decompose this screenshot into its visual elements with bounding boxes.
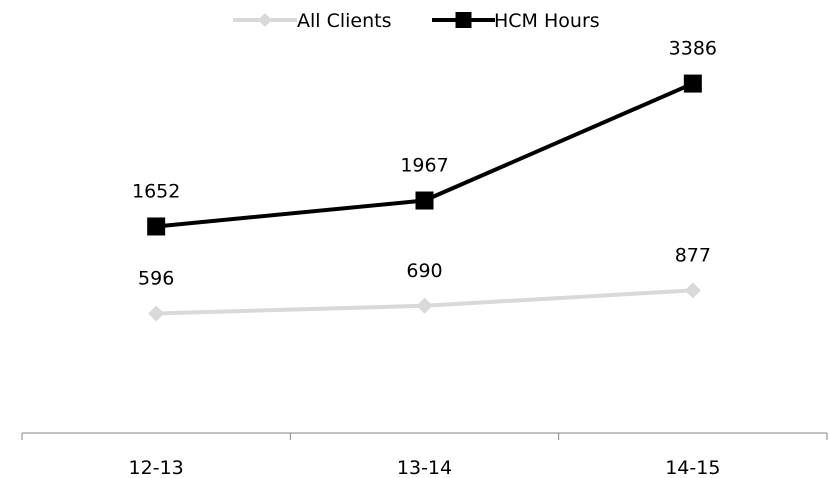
- all-clients-point: [416, 297, 433, 314]
- all-clients-data-label: 690: [406, 260, 442, 282]
- series-lines: [147, 74, 702, 322]
- legend-label: All Clients: [297, 10, 392, 32]
- legend-item-hcm-hours: HCM Hours: [432, 10, 600, 32]
- all-clients-point: [148, 305, 165, 322]
- hcm-hours-data-label: 3386: [669, 38, 717, 60]
- hcm-hours-data-label: 1967: [400, 155, 448, 177]
- legend-swatch-marker: [455, 12, 472, 28]
- hcm-hours-data-label: 1652: [132, 180, 180, 202]
- legend-label: HCM Hours: [494, 10, 600, 32]
- hcm-hours-point: [415, 191, 434, 210]
- x-tick-label: 12-13: [129, 457, 184, 478]
- all-clients-data-label: 596: [138, 268, 174, 290]
- legend-swatch-marker: [258, 13, 272, 27]
- hcm-hours-point: [147, 217, 166, 236]
- x-tick-label: 13-14: [397, 457, 452, 478]
- x-axis: 12-13 13-14 14-15: [21, 432, 828, 478]
- data-labels: 596 690 877 1652 1967 3386: [132, 38, 717, 290]
- all-clients-point: [684, 282, 701, 299]
- legend-item-all-clients: All Clients: [233, 10, 392, 32]
- x-tick-label: 14-15: [665, 457, 720, 478]
- hcm-hours-point: [683, 74, 702, 93]
- legend: All Clients HCM Hours: [233, 10, 600, 32]
- all-clients-data-label: 877: [675, 244, 711, 266]
